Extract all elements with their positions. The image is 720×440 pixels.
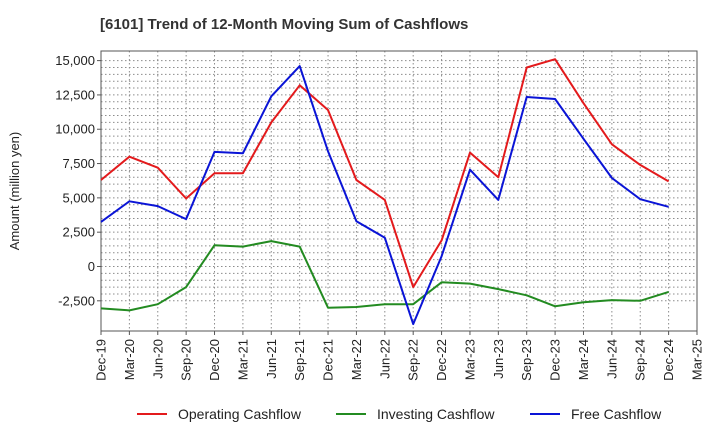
x-tick-label: Dec-21 <box>321 339 336 381</box>
x-tick-label: Jun-24 <box>604 339 619 379</box>
y-tick-label: 7,500 <box>62 156 95 171</box>
x-tick-label: Jun-21 <box>264 339 279 379</box>
x-tick-label: Dec-23 <box>548 339 563 381</box>
series-line-1 <box>100 240 669 312</box>
series-line-0 <box>100 58 670 289</box>
chart-title: [6101] Trend of 12-Month Moving Sum of C… <box>100 16 468 33</box>
x-tick-label: Dec-22 <box>434 339 449 381</box>
x-tick-label: Sep-23 <box>519 339 534 381</box>
x-tick-label: Mar-21 <box>235 339 250 380</box>
x-tick-label: Mar-20 <box>122 339 137 380</box>
x-tick-label: Sep-22 <box>406 339 421 381</box>
legend: Operating Cashflow Investing Cashflow Free… <box>137 406 662 422</box>
grid-layer <box>100 51 698 331</box>
y-tick-label: 12,500 <box>55 87 95 102</box>
x-tick-label: Jun-23 <box>491 339 506 379</box>
x-tick-label: Dec-19 <box>94 339 109 381</box>
plot-frame <box>100 50 698 332</box>
x-tick-label: Mar-22 <box>349 339 364 380</box>
legend-label-1: Investing Cashflow <box>377 406 495 422</box>
y-tick-label: 2,500 <box>62 225 95 240</box>
x-tick-label: Jun-22 <box>377 339 392 379</box>
x-tick-label: Jun-20 <box>150 339 165 379</box>
legend-label-0: Operating Cashflow <box>178 406 302 422</box>
series-layer <box>100 58 670 326</box>
legend-label-2: Free Cashflow <box>571 406 662 422</box>
x-tick-label: Mar-24 <box>576 339 591 380</box>
y-tick-label: 10,000 <box>55 122 95 137</box>
y-tick-label: 5,000 <box>62 190 95 205</box>
y-tick-label: 15,000 <box>55 53 95 68</box>
x-tick-label: Mar-25 <box>690 339 705 380</box>
x-tick-label: Mar-23 <box>462 339 477 380</box>
y-axis-label: Amount (million yen) <box>7 132 22 251</box>
y-tick-label: -2,500 <box>58 293 95 308</box>
x-tick-label: Sep-21 <box>292 339 307 381</box>
x-tick-label: Sep-24 <box>633 339 648 381</box>
x-tick-label: Sep-20 <box>179 339 194 381</box>
y-tick-label: 0 <box>88 259 95 274</box>
axis-layer: 15,000 12,500 10,000 7,500 5,000 2,500 0 -2,500… <box>55 50 705 381</box>
series-line-2 <box>100 65 669 326</box>
x-tick-label: Dec-20 <box>207 339 222 381</box>
x-tick-label: Dec-24 <box>661 339 676 381</box>
